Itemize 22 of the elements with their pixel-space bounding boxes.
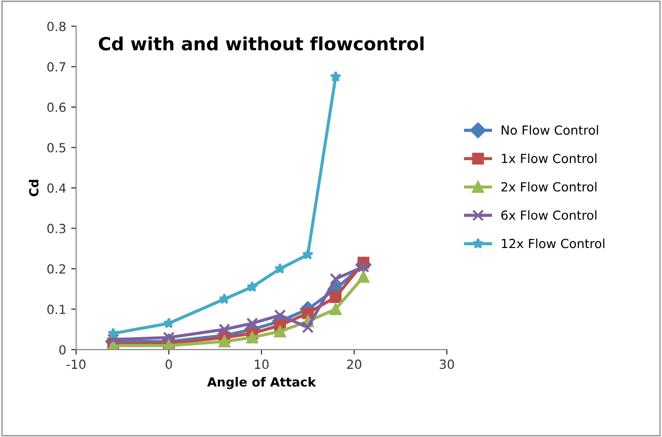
y-axis-title: Cd bbox=[28, 180, 39, 196]
x-tick-label: 0 bbox=[166, 360, 172, 369]
x-tick-label: 10 bbox=[254, 360, 269, 369]
y-tick-label: 0.2 bbox=[47, 264, 66, 274]
x-tick-label: 20 bbox=[347, 360, 362, 369]
legend-label: 12x Flow Control bbox=[502, 238, 604, 248]
y-tick-label: 0.3 bbox=[47, 224, 66, 234]
legend-label: No Flow Control bbox=[502, 125, 598, 135]
chart-title: Cd with and without flowcontrol bbox=[98, 36, 424, 50]
legend-label: 2x Flow Control bbox=[501, 182, 596, 192]
y-tick-label: 0 bbox=[59, 345, 66, 355]
x-axis-title: Angle of Attack bbox=[207, 376, 316, 390]
y-tick-label: 0.1 bbox=[47, 304, 66, 314]
y-tick-label: 0.8 bbox=[47, 22, 66, 32]
y-tick-label: 0.5 bbox=[47, 142, 66, 152]
x-tick-label: 30 bbox=[440, 360, 454, 369]
x-tick-label: -10 bbox=[66, 360, 86, 369]
y-tick-label: 0.7 bbox=[47, 62, 66, 72]
legend-label: 6x Flow Control bbox=[501, 210, 596, 220]
y-tick-label: 0.6 bbox=[47, 102, 66, 112]
legend-label: 1x Flow Control bbox=[502, 154, 596, 164]
y-tick-label: 0.4 bbox=[47, 183, 66, 193]
